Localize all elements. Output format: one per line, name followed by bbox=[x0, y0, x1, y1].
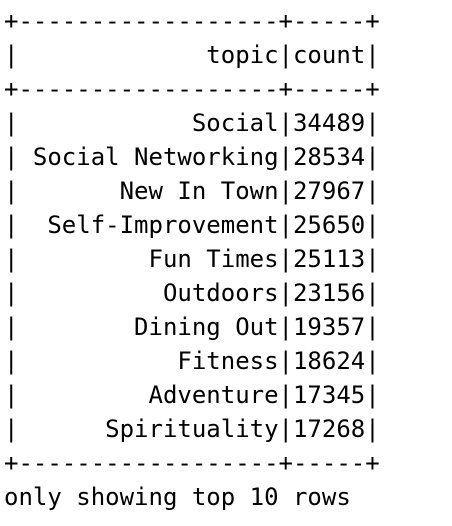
footer-note: only showing top 10 rows bbox=[4, 483, 351, 511]
table-header-row: | topic|count| bbox=[4, 41, 380, 69]
table-border-top: +------------------+-----+ bbox=[4, 7, 380, 35]
console-output: +------------------+-----+ | topic|count|… bbox=[4, 4, 380, 514]
table-row: | Fitness|18624| bbox=[4, 347, 380, 375]
table-row: | Adventure|17345| bbox=[4, 381, 380, 409]
table-border-bottom: +------------------+-----+ bbox=[4, 449, 380, 477]
table-row: | Spirituality|17268| bbox=[4, 415, 380, 443]
table-row: | Outdoors|23156| bbox=[4, 279, 380, 307]
table-row: | New In Town|27967| bbox=[4, 177, 380, 205]
table-row: | Fun Times|25113| bbox=[4, 245, 380, 273]
table-border-header: +------------------+-----+ bbox=[4, 75, 380, 103]
table-row: | Dining Out|19357| bbox=[4, 313, 380, 341]
table-row: | Self-Improvement|25650| bbox=[4, 211, 380, 239]
table-row: | Social Networking|28534| bbox=[4, 143, 380, 171]
table-row: | Social|34489| bbox=[4, 109, 380, 137]
